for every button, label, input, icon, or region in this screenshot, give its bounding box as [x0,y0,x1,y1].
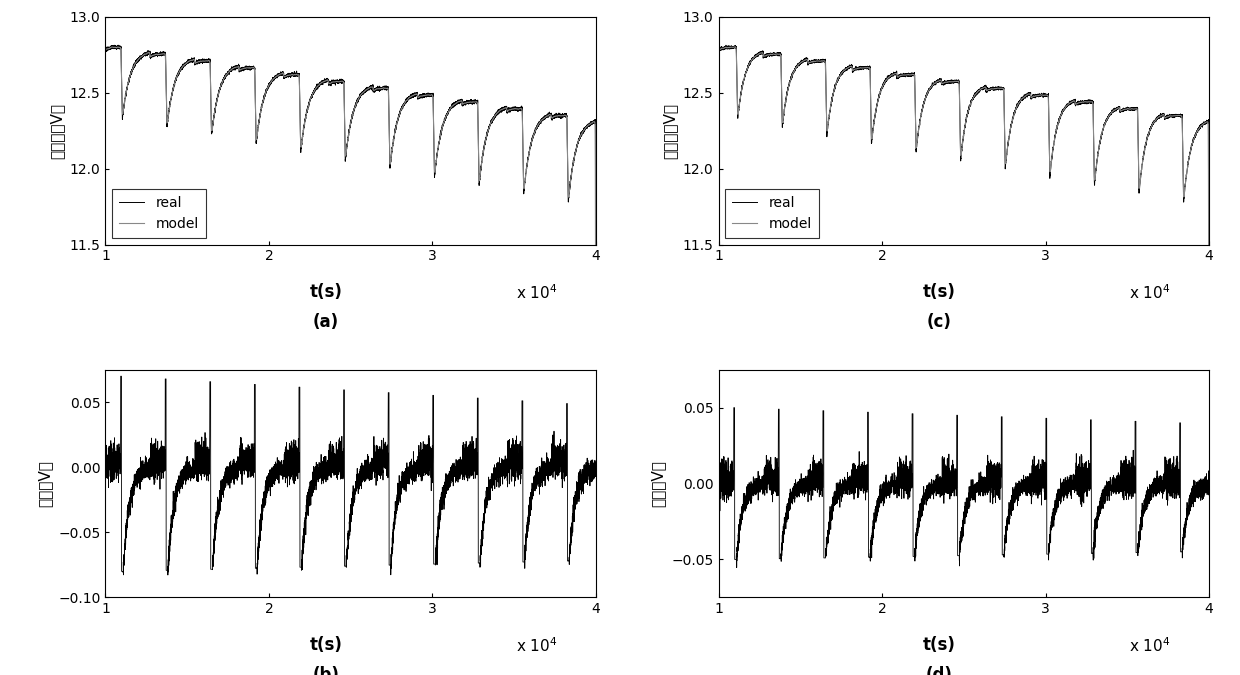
model [98,45,113,53]
model [711,46,725,54]
real [275,69,290,77]
model [110,43,125,51]
model [889,70,904,78]
model [275,69,290,77]
model [1202,412,1216,421]
real [1023,90,1038,99]
real [711,45,725,53]
model [1075,98,1090,106]
Line: model: model [718,47,1209,416]
real [1002,135,1017,143]
Legend: real, model: real, model [725,189,818,238]
model [728,43,743,51]
Text: t(s): t(s) [310,284,342,301]
Text: x 10$^4$: x 10$^4$ [516,636,558,655]
model [1101,113,1116,121]
real [123,72,138,80]
model [735,78,750,86]
Line: real: real [718,45,1209,675]
real [409,91,424,99]
Text: t(s): t(s) [923,284,956,301]
real [388,126,403,134]
model [123,72,138,80]
Y-axis label: 误差（V）: 误差（V） [651,460,666,507]
real [889,69,904,77]
Legend: real, model: real, model [113,189,206,238]
Line: model: model [105,47,596,416]
Text: (c): (c) [926,313,951,331]
model [589,412,604,421]
real [735,79,750,87]
model [1023,90,1038,98]
Line: real: real [105,45,596,675]
model [409,90,424,98]
real [718,41,733,49]
real [487,111,502,119]
model [487,111,502,119]
model [461,99,476,107]
Text: t(s): t(s) [923,636,956,654]
Text: t(s): t(s) [310,636,342,654]
Y-axis label: 端电压（V）: 端电压（V） [662,103,677,159]
Y-axis label: 端电压（V）: 端电压（V） [50,103,64,159]
real [461,98,476,106]
model [388,124,403,132]
Text: x 10$^4$: x 10$^4$ [516,284,558,302]
model [1002,135,1017,143]
real [1101,111,1116,119]
Y-axis label: 误差（V）: 误差（V） [37,460,52,507]
Text: (a): (a) [312,313,340,331]
Text: x 10$^4$: x 10$^4$ [1130,284,1171,302]
real [1075,99,1090,107]
real [98,45,113,53]
real [112,41,126,49]
Text: (b): (b) [312,666,340,675]
Text: (d): (d) [926,666,952,675]
Text: x 10$^4$: x 10$^4$ [1130,636,1171,655]
